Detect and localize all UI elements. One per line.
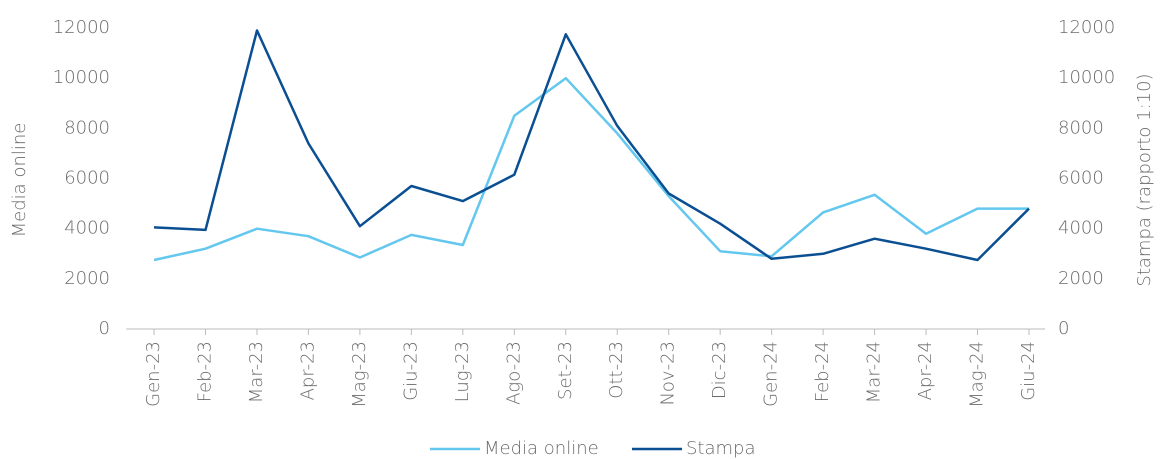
- y-tick-label: 4000: [64, 218, 110, 239]
- series-line: [153, 76, 1029, 262]
- series-line: [153, 29, 1030, 262]
- y-tick-label: 0: [99, 318, 110, 339]
- x-tick-label: Giu-23: [400, 341, 421, 401]
- y2-tick-label: 6000: [1058, 168, 1104, 189]
- x-tick-label: Lug-23: [452, 341, 473, 402]
- x-tick-label: Gen-23: [143, 341, 164, 407]
- y-tick-label: 12000: [53, 17, 110, 38]
- y-axis-title: Media online: [9, 123, 30, 238]
- x-tick-label: Giu-24: [1018, 341, 1039, 401]
- y-tick-label: 2000: [64, 268, 110, 289]
- x-tick-label: Gen-24: [761, 341, 782, 407]
- y2-tick-label: 10000: [1058, 67, 1115, 88]
- x-tick-label: Mar-23: [246, 341, 267, 403]
- y2-tick-label: 4000: [1058, 218, 1104, 239]
- y-tick-label: 8000: [64, 117, 110, 138]
- x-tick-label: Mag-23: [349, 341, 370, 408]
- y2-tick-label: 2000: [1058, 268, 1104, 289]
- x-tick-label: Ott-23: [606, 341, 627, 399]
- legend-label: Stampa: [686, 438, 756, 459]
- y-tick-label: 10000: [53, 67, 110, 88]
- y2-tick-label: 8000: [1058, 117, 1104, 138]
- x-tick-label: Feb-24: [812, 341, 833, 402]
- x-tick-label: Set-23: [555, 341, 576, 400]
- y-tick-label: 6000: [64, 168, 110, 189]
- x-tick-label: Apr-24: [915, 341, 936, 400]
- legend-label: Media online: [484, 438, 599, 459]
- x-tick-label: Mar-24: [864, 341, 885, 403]
- y2-tick-label: 0: [1058, 318, 1069, 339]
- x-tick-label: Feb-23: [195, 341, 216, 402]
- x-tick-label: Apr-23: [297, 341, 318, 400]
- x-tick-label: Dic-23: [709, 341, 730, 399]
- x-tick-label: Nov-23: [658, 341, 679, 406]
- y2-axis-title: Stampa (rapporto 1:10): [1134, 73, 1155, 286]
- x-tick-label: Ago-23: [503, 341, 524, 405]
- x-tick-label: Mag-24: [967, 341, 988, 408]
- y2-tick-label: 12000: [1058, 17, 1115, 38]
